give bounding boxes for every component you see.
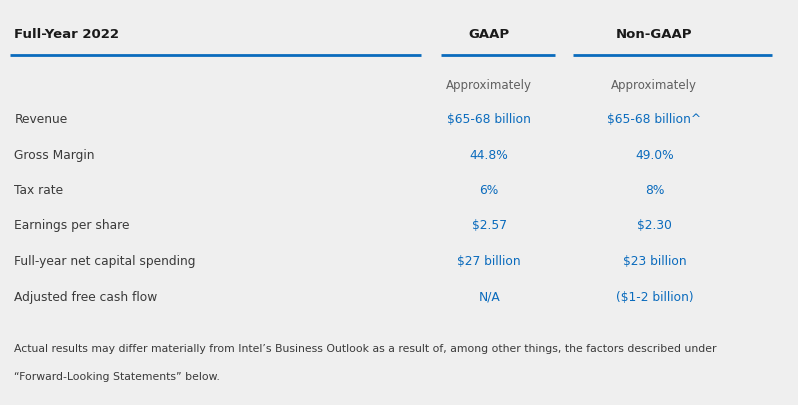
Text: $2.57: $2.57 [472,219,507,232]
Text: 8%: 8% [645,183,664,196]
Text: 44.8%: 44.8% [470,148,508,161]
Text: Non-GAAP: Non-GAAP [616,28,693,41]
Text: Full-Year 2022: Full-Year 2022 [14,28,120,41]
Text: $2.30: $2.30 [637,219,672,232]
Text: N/A: N/A [478,290,500,303]
Text: 49.0%: 49.0% [635,148,674,161]
Text: Earnings per share: Earnings per share [14,219,130,232]
Text: Tax rate: Tax rate [14,183,64,196]
Text: Approximately: Approximately [611,79,697,92]
Text: GAAP: GAAP [468,28,510,41]
Text: ($1-2 billion): ($1-2 billion) [615,290,693,303]
Text: Approximately: Approximately [446,79,532,92]
Text: Gross Margin: Gross Margin [14,148,95,161]
Text: Full-year net capital spending: Full-year net capital spending [14,254,196,267]
Text: Actual results may differ materially from Intel’s Business Outlook as a result o: Actual results may differ materially fro… [14,343,717,353]
Text: Revenue: Revenue [14,113,68,126]
Text: 6%: 6% [480,183,499,196]
Text: $27 billion: $27 billion [457,254,521,267]
Text: Adjusted free cash flow: Adjusted free cash flow [14,290,158,303]
Text: $23 billion: $23 billion [622,254,686,267]
Text: “Forward-Looking Statements” below.: “Forward-Looking Statements” below. [14,371,220,381]
Text: $65-68 billion^: $65-68 billion^ [607,113,701,126]
Text: $65-68 billion: $65-68 billion [447,113,531,126]
